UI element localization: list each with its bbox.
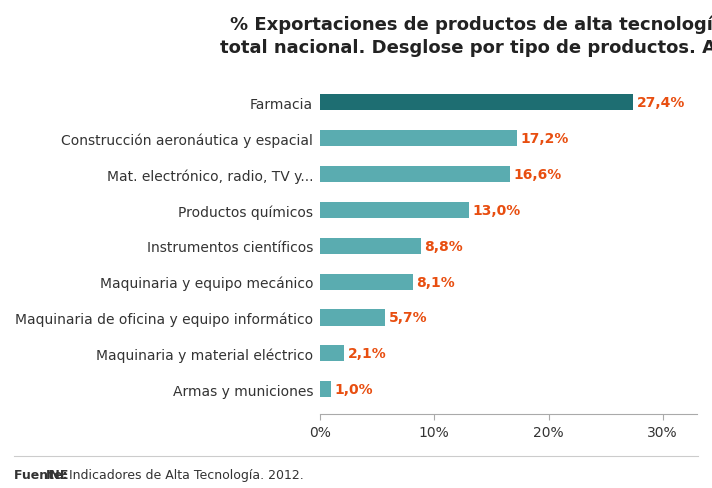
Bar <box>320 310 385 326</box>
Text: 2,1%: 2,1% <box>347 346 386 361</box>
Text: 13,0%: 13,0% <box>472 203 520 217</box>
Bar <box>320 346 344 362</box>
Text: Fuente:: Fuente: <box>14 468 72 481</box>
Bar <box>320 95 633 111</box>
Bar <box>320 203 468 219</box>
Text: 8,1%: 8,1% <box>416 275 455 289</box>
Text: 27,4%: 27,4% <box>637 96 685 110</box>
Text: INE: INE <box>46 468 70 481</box>
Title: % Exportaciones de productos de alta tecnología sobre
total nacional. Desglose p: % Exportaciones de productos de alta tec… <box>220 15 712 57</box>
Text: 8,8%: 8,8% <box>424 239 463 253</box>
Bar <box>320 274 412 290</box>
Text: . Indicadores de Alta Tecnología. 2012.: . Indicadores de Alta Tecnología. 2012. <box>61 468 303 481</box>
Text: 1,0%: 1,0% <box>335 383 374 396</box>
Bar <box>320 131 516 147</box>
Bar <box>320 382 332 398</box>
Text: 16,6%: 16,6% <box>513 167 561 182</box>
Bar <box>320 166 510 183</box>
Text: 17,2%: 17,2% <box>520 132 568 146</box>
Bar <box>320 238 421 254</box>
Text: 5,7%: 5,7% <box>389 311 427 325</box>
